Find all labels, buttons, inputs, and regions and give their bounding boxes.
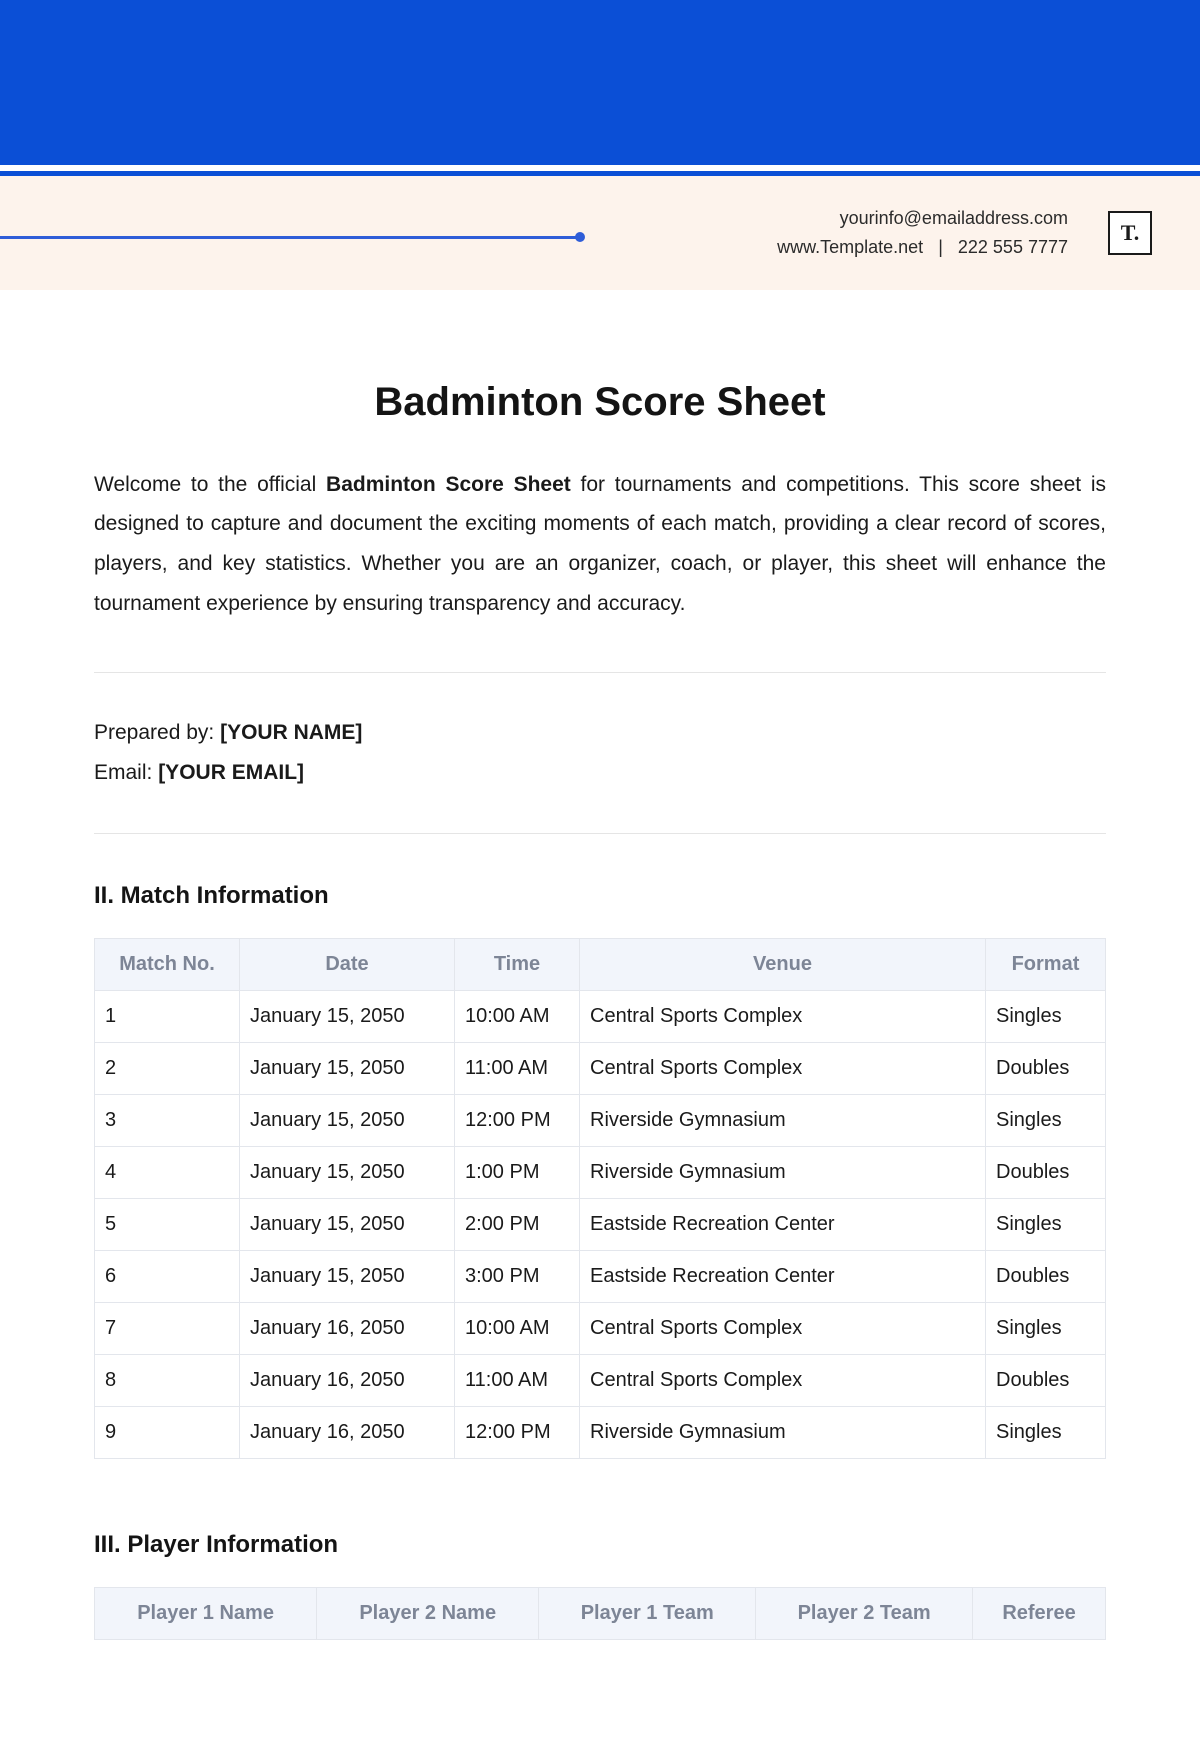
table-cell: Doubles bbox=[986, 1147, 1106, 1199]
email-line: Email: [YOUR EMAIL] bbox=[94, 761, 1106, 785]
table-header-row: Match No. Date Time Venue Format bbox=[95, 939, 1106, 991]
col-format: Format bbox=[986, 939, 1106, 991]
table-cell: 9 bbox=[95, 1407, 240, 1459]
col-date: Date bbox=[240, 939, 455, 991]
table-cell: January 15, 2050 bbox=[240, 1147, 455, 1199]
table-cell: 4 bbox=[95, 1147, 240, 1199]
prepared-value: [YOUR NAME] bbox=[220, 721, 362, 744]
table-row: 9January 16, 205012:00 PMRiverside Gymna… bbox=[95, 1407, 1106, 1459]
table-row: 5January 15, 20502:00 PMEastside Recreat… bbox=[95, 1199, 1106, 1251]
page-title: Badminton Score Sheet bbox=[94, 380, 1106, 425]
col-player2-team: Player 2 Team bbox=[756, 1588, 973, 1640]
accent-line bbox=[0, 236, 580, 239]
col-player1-team: Player 1 Team bbox=[539, 1588, 756, 1640]
table-cell: 3 bbox=[95, 1095, 240, 1147]
col-time: Time bbox=[455, 939, 580, 991]
table-row: 6January 15, 20503:00 PMEastside Recreat… bbox=[95, 1251, 1106, 1303]
table-row: 4January 15, 20501:00 PMRiverside Gymnas… bbox=[95, 1147, 1106, 1199]
table-cell: 1:00 PM bbox=[455, 1147, 580, 1199]
table-cell: Singles bbox=[986, 1095, 1106, 1147]
page-content: Badminton Score Sheet Welcome to the off… bbox=[0, 290, 1200, 1752]
contact-block: yourinfo@emailaddress.com www.Template.n… bbox=[777, 204, 1068, 262]
table-row: 1January 15, 205010:00 AMCentral Sports … bbox=[95, 991, 1106, 1043]
col-player1-name: Player 1 Name bbox=[95, 1588, 317, 1640]
table-cell: Singles bbox=[986, 991, 1106, 1043]
table-cell: 5 bbox=[95, 1199, 240, 1251]
divider bbox=[94, 672, 1106, 673]
match-info-table: Match No. Date Time Venue Format 1Januar… bbox=[94, 938, 1106, 1459]
divider bbox=[94, 833, 1106, 834]
table-cell: Doubles bbox=[986, 1251, 1106, 1303]
table-cell: Central Sports Complex bbox=[580, 1303, 986, 1355]
table-cell: Eastside Recreation Center bbox=[580, 1251, 986, 1303]
table-cell: 11:00 AM bbox=[455, 1043, 580, 1095]
table-cell: 8 bbox=[95, 1355, 240, 1407]
contact-email: yourinfo@emailaddress.com bbox=[777, 204, 1068, 233]
table-cell: January 15, 2050 bbox=[240, 1043, 455, 1095]
player-info-table: Player 1 Name Player 2 Name Player 1 Tea… bbox=[94, 1587, 1106, 1640]
table-cell: 6 bbox=[95, 1251, 240, 1303]
header-strip: yourinfo@emailaddress.com www.Template.n… bbox=[0, 176, 1200, 290]
table-cell: January 15, 2050 bbox=[240, 991, 455, 1043]
table-cell: Singles bbox=[986, 1199, 1106, 1251]
col-referee: Referee bbox=[973, 1588, 1106, 1640]
table-cell: 1 bbox=[95, 991, 240, 1043]
intro-prefix: Welcome to the official bbox=[94, 473, 326, 496]
table-cell: 10:00 AM bbox=[455, 1303, 580, 1355]
player-info-heading: III. Player Information bbox=[94, 1531, 1106, 1559]
table-cell: Singles bbox=[986, 1303, 1106, 1355]
table-row: 2January 15, 205011:00 AMCentral Sports … bbox=[95, 1043, 1106, 1095]
contact-website: www.Template.net bbox=[777, 237, 923, 257]
table-row: 7January 16, 205010:00 AMCentral Sports … bbox=[95, 1303, 1106, 1355]
col-match-no: Match No. bbox=[95, 939, 240, 991]
prepared-by-line: Prepared by: [YOUR NAME] bbox=[94, 721, 1106, 745]
table-cell: Riverside Gymnasium bbox=[580, 1407, 986, 1459]
table-cell: Doubles bbox=[986, 1355, 1106, 1407]
table-header-row: Player 1 Name Player 2 Name Player 1 Tea… bbox=[95, 1588, 1106, 1640]
table-cell: 12:00 PM bbox=[455, 1407, 580, 1459]
contact-line2: www.Template.net | 222 555 7777 bbox=[777, 233, 1068, 262]
table-cell: January 16, 2050 bbox=[240, 1407, 455, 1459]
intro-bold: Badminton Score Sheet bbox=[326, 473, 571, 496]
meta-block: Prepared by: [YOUR NAME] Email: [YOUR EM… bbox=[94, 721, 1106, 785]
table-cell: Central Sports Complex bbox=[580, 1043, 986, 1095]
intro-paragraph: Welcome to the official Badminton Score … bbox=[94, 465, 1106, 625]
table-row: 8January 16, 205011:00 AMCentral Sports … bbox=[95, 1355, 1106, 1407]
table-cell: January 16, 2050 bbox=[240, 1303, 455, 1355]
contact-phone: 222 555 7777 bbox=[958, 237, 1068, 257]
match-info-heading: II. Match Information bbox=[94, 882, 1106, 910]
table-row: 3January 15, 205012:00 PMRiverside Gymna… bbox=[95, 1095, 1106, 1147]
table-cell: January 16, 2050 bbox=[240, 1355, 455, 1407]
table-cell: Central Sports Complex bbox=[580, 991, 986, 1043]
table-cell: 7 bbox=[95, 1303, 240, 1355]
template-logo-icon: T. bbox=[1108, 211, 1152, 255]
table-cell: January 15, 2050 bbox=[240, 1199, 455, 1251]
top-banner bbox=[0, 0, 1200, 165]
table-cell: Doubles bbox=[986, 1043, 1106, 1095]
table-cell: January 15, 2050 bbox=[240, 1251, 455, 1303]
table-cell: Central Sports Complex bbox=[580, 1355, 986, 1407]
table-cell: 12:00 PM bbox=[455, 1095, 580, 1147]
table-cell: 10:00 AM bbox=[455, 991, 580, 1043]
contact-separator: | bbox=[928, 237, 953, 257]
table-cell: Riverside Gymnasium bbox=[580, 1095, 986, 1147]
prepared-label: Prepared by: bbox=[94, 721, 220, 744]
table-cell: Singles bbox=[986, 1407, 1106, 1459]
col-player2-name: Player 2 Name bbox=[317, 1588, 539, 1640]
email-label: Email: bbox=[94, 761, 158, 784]
table-cell: 11:00 AM bbox=[455, 1355, 580, 1407]
table-cell: January 15, 2050 bbox=[240, 1095, 455, 1147]
table-cell: Riverside Gymnasium bbox=[580, 1147, 986, 1199]
table-cell: 2:00 PM bbox=[455, 1199, 580, 1251]
table-cell: 3:00 PM bbox=[455, 1251, 580, 1303]
col-venue: Venue bbox=[580, 939, 986, 991]
email-value: [YOUR EMAIL] bbox=[158, 761, 304, 784]
table-cell: 2 bbox=[95, 1043, 240, 1095]
table-cell: Eastside Recreation Center bbox=[580, 1199, 986, 1251]
